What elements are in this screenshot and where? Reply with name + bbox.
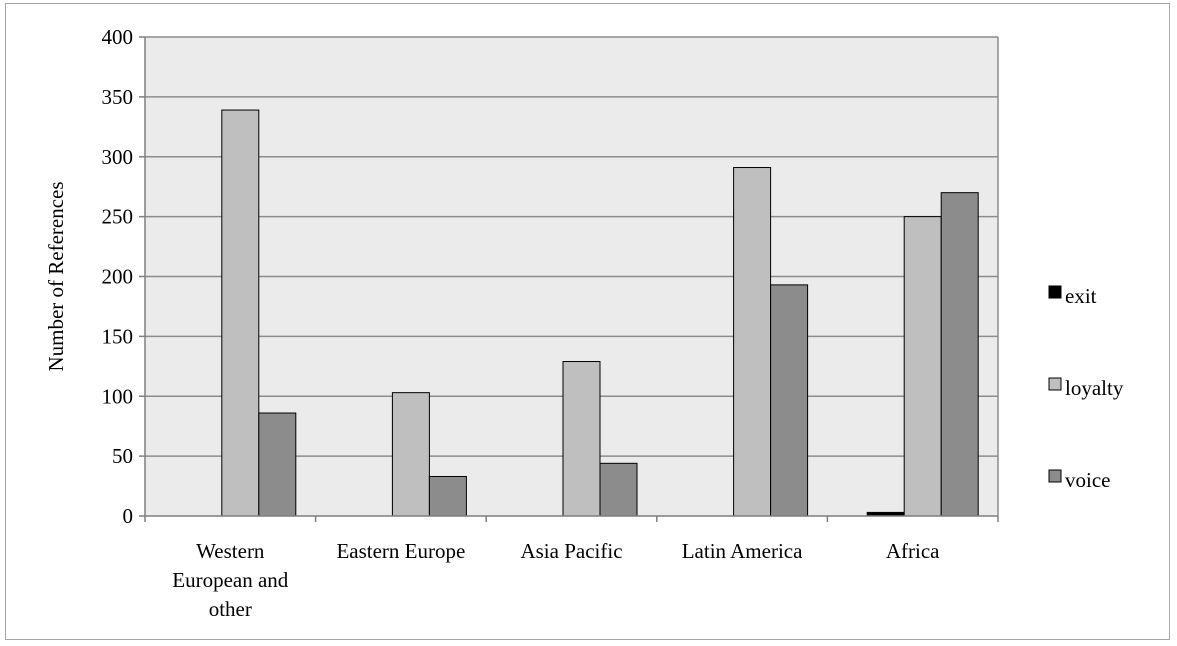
bar-loyalty [903,216,942,517]
x-category-label: Western European and other [172,539,289,621]
legend-swatch-voice [1048,469,1062,483]
x-category-label: Latin America [682,539,803,563]
legend-label-loyalty: loyalty [1065,376,1124,400]
bar-voice [258,412,297,517]
y-tick-label: 100 [102,384,134,408]
legend-swatch-loyalty [1048,377,1062,391]
legend-label-exit: exit [1065,284,1097,308]
x-category-label: Africa [886,539,940,563]
bar-loyalty [221,109,260,517]
y-axis-label: Number of References [44,181,68,371]
bar-loyalty [391,392,430,517]
y-tick-label: 200 [102,265,134,289]
y-tick-label: 150 [102,324,134,348]
x-category-label: Asia Pacific [520,539,622,563]
y-tick-label: 400 [102,25,134,49]
bar-loyalty [733,167,772,517]
y-tick-label: 300 [102,145,134,169]
legend-label-voice: voice [1065,468,1110,492]
bar-voice [770,284,809,517]
x-category-label: Eastern Europe [336,539,465,563]
bar-voice [940,192,979,517]
y-tick-label: 0 [123,504,134,528]
bar-loyalty [562,361,601,517]
legend-swatch-exit [1048,285,1062,299]
y-tick-label: 250 [102,205,134,229]
y-tick-label: 50 [112,444,133,468]
bar-voice [428,475,467,517]
y-tick-label: 350 [102,85,134,109]
bar-voice [599,462,638,517]
